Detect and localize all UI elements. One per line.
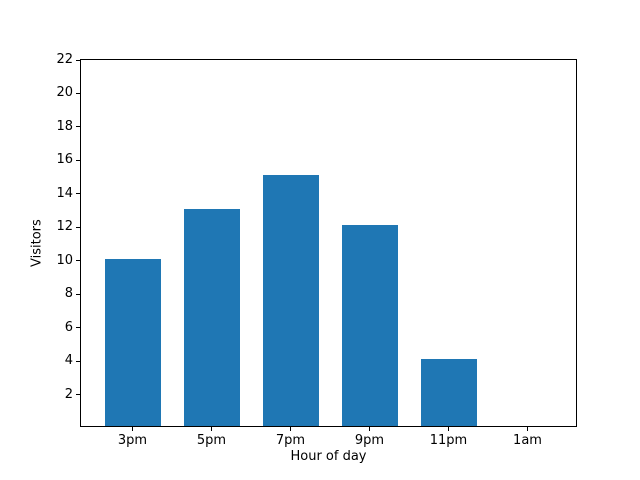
y-tick-label-18: 18 — [56, 118, 73, 134]
y-tick-mark-22 — [76, 59, 80, 61]
y-tick-label-12: 12 — [56, 219, 73, 235]
y-tick-label-20: 20 — [56, 85, 73, 101]
y-tick-mark-12 — [76, 226, 80, 228]
y-tick-mark-6 — [76, 327, 80, 329]
x-tick-label-11pm: 11pm — [429, 433, 468, 448]
y-tick-mark-18 — [76, 126, 80, 128]
bar-9pm — [341, 225, 398, 426]
y-tick-mark-10 — [76, 260, 80, 262]
y-tick-mark-16 — [76, 159, 80, 161]
x-tick-label-1am: 1am — [513, 433, 542, 448]
bar-3pm — [104, 258, 161, 426]
x-tick-mark-5pm — [211, 427, 212, 431]
x-tick-label-7pm: 7pm — [275, 433, 306, 448]
x-tick-mark-1am — [527, 427, 528, 431]
x-tick-mark-9pm — [369, 427, 370, 431]
y-tick-mark-20 — [76, 92, 80, 94]
x-tick-label-3pm: 3pm — [117, 433, 148, 448]
y-tick-label-6: 6 — [64, 319, 73, 335]
bar-5pm — [183, 208, 240, 426]
y-tick-label-16: 16 — [56, 152, 73, 168]
x-tick-mark-11pm — [448, 427, 449, 431]
bar-7pm — [262, 175, 319, 426]
x-tick-mark-7pm — [290, 427, 291, 431]
plot-area: 2 4 6 8 10 12 14 16 18 20 22 3pm 5pm 7pm 9pm 11pm 1am — [56, 52, 577, 448]
y-tick-label-2: 2 — [64, 386, 73, 402]
y-tick-mark-2 — [76, 394, 80, 396]
x-tick-label-9pm: 9pm — [354, 433, 385, 448]
x-axis-label: Hour of day — [290, 449, 367, 464]
y-tick-label-8: 8 — [64, 286, 73, 302]
x-tick-mark-3pm — [132, 427, 133, 431]
y-axis-label: Visitors — [29, 219, 45, 267]
y-tick-mark-14 — [76, 193, 80, 195]
x-tick-label-5pm: 5pm — [196, 433, 227, 448]
y-tick-label-4: 4 — [64, 353, 73, 369]
bar-11pm — [420, 359, 477, 426]
y-tick-label-10: 10 — [56, 252, 73, 268]
y-tick-mark-8 — [76, 293, 80, 295]
y-tick-label-22: 22 — [56, 52, 73, 67]
y-tick-label-14: 14 — [56, 185, 73, 201]
y-tick-mark-4 — [76, 360, 80, 362]
